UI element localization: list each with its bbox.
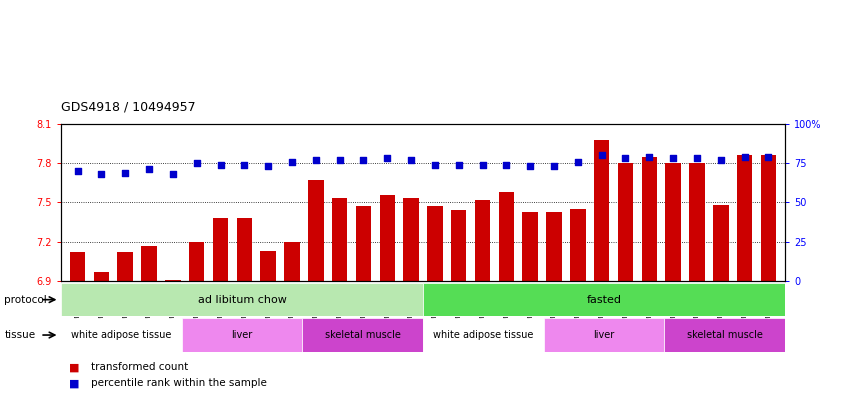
Text: ■: ■ <box>69 362 80 373</box>
Text: skeletal muscle: skeletal muscle <box>687 330 763 340</box>
Text: white adipose tissue: white adipose tissue <box>433 330 534 340</box>
Bar <box>689 163 705 281</box>
Point <box>761 154 775 160</box>
Text: GDS4918 / 10494957: GDS4918 / 10494957 <box>61 101 195 114</box>
Point <box>452 162 465 168</box>
Point <box>381 155 394 162</box>
Text: ad libitum chow: ad libitum chow <box>197 295 287 305</box>
Point <box>524 163 537 169</box>
Bar <box>284 242 299 281</box>
Bar <box>61 318 182 352</box>
Bar <box>237 218 252 281</box>
Bar <box>355 206 371 281</box>
Text: tissue: tissue <box>4 330 36 340</box>
Point <box>190 160 203 166</box>
Bar <box>713 205 728 281</box>
Point <box>238 162 251 168</box>
Point <box>667 155 680 162</box>
Bar <box>664 318 785 352</box>
Bar <box>475 200 491 281</box>
Text: white adipose tissue: white adipose tissue <box>71 330 172 340</box>
Bar <box>118 252 133 281</box>
Point <box>261 163 275 169</box>
Bar <box>165 280 180 281</box>
Bar <box>523 211 538 281</box>
Bar <box>618 163 633 281</box>
Bar <box>427 206 442 281</box>
Bar <box>189 242 205 281</box>
Bar <box>380 195 395 281</box>
Point <box>500 162 514 168</box>
Bar <box>451 210 466 281</box>
Text: liver: liver <box>593 330 615 340</box>
Text: transformed count: transformed count <box>91 362 188 373</box>
Bar <box>61 283 423 316</box>
Point <box>643 154 656 160</box>
Bar <box>332 198 348 281</box>
Point <box>309 157 322 163</box>
Bar <box>213 218 228 281</box>
Point <box>332 157 346 163</box>
Point <box>71 168 85 174</box>
Point <box>618 155 632 162</box>
Point <box>95 171 108 177</box>
Bar <box>94 272 109 281</box>
Bar <box>302 318 423 352</box>
Point <box>547 163 561 169</box>
Bar <box>182 318 302 352</box>
Point <box>357 157 371 163</box>
Bar <box>547 211 562 281</box>
Point <box>475 162 489 168</box>
Point <box>571 158 585 165</box>
Text: ■: ■ <box>69 378 80 388</box>
Bar <box>404 198 419 281</box>
Point <box>690 155 704 162</box>
Bar <box>498 192 514 281</box>
Bar <box>594 140 609 281</box>
Bar <box>641 156 657 281</box>
Point <box>595 152 608 158</box>
Point <box>714 157 728 163</box>
Bar <box>308 180 323 281</box>
Bar <box>70 252 85 281</box>
Point <box>285 158 299 165</box>
Bar <box>570 209 585 281</box>
Bar <box>261 251 276 281</box>
Point <box>166 171 179 177</box>
Point <box>738 154 751 160</box>
Point <box>214 162 228 168</box>
Point <box>118 169 132 176</box>
Point <box>142 166 156 173</box>
Bar <box>737 155 752 281</box>
Text: percentile rank within the sample: percentile rank within the sample <box>91 378 266 388</box>
Point <box>428 162 442 168</box>
Point <box>404 157 418 163</box>
Bar <box>761 155 776 281</box>
Text: fasted: fasted <box>586 295 622 305</box>
Bar <box>423 283 785 316</box>
Text: liver: liver <box>231 330 253 340</box>
Text: protocol: protocol <box>4 295 47 305</box>
Bar <box>141 246 157 281</box>
Bar <box>544 318 664 352</box>
Bar <box>423 318 544 352</box>
Text: skeletal muscle: skeletal muscle <box>325 330 401 340</box>
Bar <box>666 163 681 281</box>
